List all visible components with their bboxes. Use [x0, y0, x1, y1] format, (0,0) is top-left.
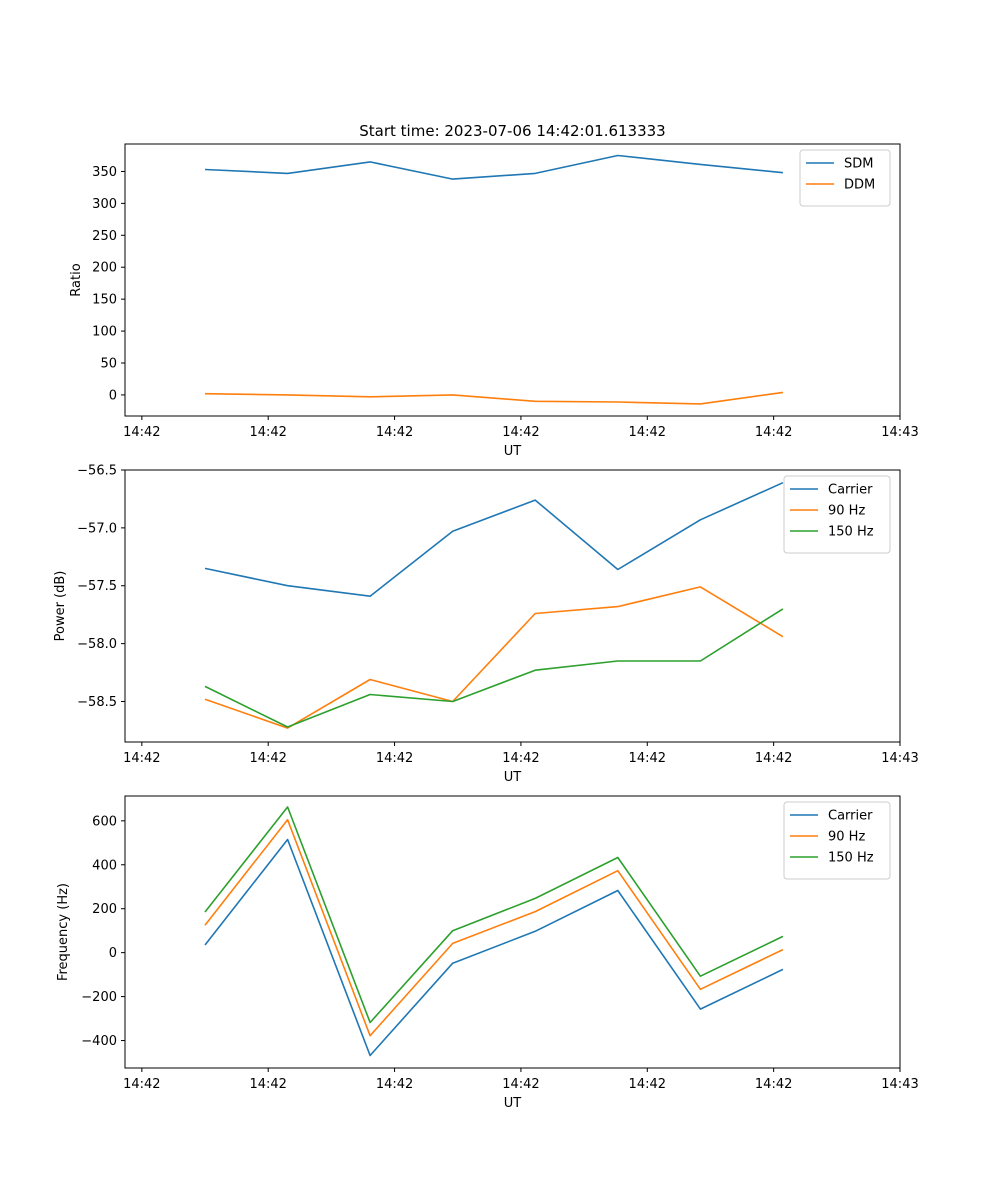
legend-label: SDM — [844, 157, 873, 172]
x-tick-label: 14:42 — [629, 425, 666, 440]
legend-box — [799, 149, 891, 207]
legend-label: Carrier — [828, 483, 873, 498]
legend-box — [783, 475, 891, 554]
y-tick-label: −58.0 — [77, 637, 117, 652]
y-axis-label: Frequency (Hz) — [56, 883, 71, 981]
x-tick-label: 14:42 — [502, 751, 539, 766]
series-line-90-hz — [204, 818, 784, 1037]
chart-title: Start time: 2023-07-06 14:42:01.613333 — [359, 122, 665, 140]
x-tick-label: 14:42 — [376, 1077, 413, 1092]
x-tick-label: 14:42 — [123, 751, 160, 766]
series-line-sdm — [204, 154, 783, 180]
y-tick-label: −200 — [81, 990, 117, 1005]
x-tick-label: 14:42 — [502, 1077, 539, 1092]
x-tick-label: 14:42 — [123, 1077, 160, 1092]
legend-label: DDM — [844, 178, 875, 193]
x-tick-label: 14:42 — [376, 425, 413, 440]
series-line-ddm — [204, 391, 784, 405]
x-tick-label: 14:43 — [881, 425, 918, 440]
series-line-carrier — [204, 838, 784, 1057]
y-axis-label: Power (dB) — [53, 571, 68, 642]
y-tick-label: 100 — [92, 325, 117, 340]
x-axis-label: UT — [504, 1096, 522, 1111]
y-tick-label: −400 — [81, 1034, 117, 1049]
y-tick-label: 150 — [92, 293, 117, 308]
legend-label: Carrier — [828, 809, 873, 824]
y-tick-label: 0 — [109, 388, 117, 403]
subplot-3: 14:42 14:42 14:42 14:42 14:42 14:42 14:43 −400 −… — [56, 795, 919, 1111]
x-tick-label: 14:42 — [376, 751, 413, 766]
y-axis-label: Ratio — [69, 263, 84, 296]
x-tick-label: 14:42 — [629, 1077, 666, 1092]
y-tick-label: 250 — [92, 229, 117, 244]
legend-label: 90 Hz — [828, 504, 865, 519]
y-tick-label: 400 — [92, 858, 117, 873]
x-tick-label: 14:42 — [123, 425, 160, 440]
subplot-1: Start time: 2023-07-06 14:42:01.613333 14… — [69, 122, 919, 459]
y-tick-label: 200 — [92, 902, 117, 917]
y-tick-label: −56.5 — [77, 464, 117, 479]
legend: Carrier 90 Hz 150 Hz — [783, 475, 891, 554]
legend: Carrier 90 Hz 150 Hz — [783, 801, 891, 880]
x-tick-label: 14:42 — [502, 425, 539, 440]
legend-box — [783, 801, 891, 880]
y-tick-label: 200 — [92, 261, 117, 276]
series-line-150-hz — [204, 608, 784, 728]
subplot-2: 14:42 14:42 14:42 14:42 14:42 14:42 14:43 −58.5… — [53, 464, 919, 786]
x-tick-label: 14:42 — [755, 425, 792, 440]
y-tick-label: −57.5 — [77, 579, 117, 594]
x-tick-label: 14:42 — [755, 751, 792, 766]
x-tick-label: 14:43 — [881, 1077, 918, 1092]
x-tick-label: 14:42 — [249, 1077, 286, 1092]
axes-frame — [124, 795, 901, 1069]
x-tick-label: 14:42 — [629, 751, 666, 766]
y-tick-label: −58.5 — [77, 695, 117, 710]
series-line-90-hz — [204, 586, 784, 729]
y-tick-label: 50 — [100, 357, 117, 372]
y-tick-label: 0 — [109, 946, 117, 961]
x-tick-label: 14:42 — [249, 425, 286, 440]
y-tick-label: −57.0 — [77, 521, 117, 536]
x-tick-label: 14:42 — [755, 1077, 792, 1092]
x-axis-label: UT — [504, 444, 522, 459]
series-line-carrier — [204, 481, 784, 598]
legend-label: 90 Hz — [828, 830, 865, 845]
y-tick-label: 300 — [92, 197, 117, 212]
series-line-150-hz — [204, 806, 784, 1024]
y-tick-label: 600 — [92, 814, 117, 829]
legend: SDM DDM — [799, 149, 891, 207]
x-tick-label: 14:43 — [881, 751, 918, 766]
legend-label: 150 Hz — [828, 851, 874, 866]
legend-label: 150 Hz — [828, 525, 874, 540]
x-axis-label: UT — [504, 770, 522, 785]
axes-frame — [124, 469, 901, 743]
axes-frame — [124, 143, 901, 417]
x-tick-label: 14:42 — [249, 751, 286, 766]
y-tick-label: 350 — [92, 165, 117, 180]
